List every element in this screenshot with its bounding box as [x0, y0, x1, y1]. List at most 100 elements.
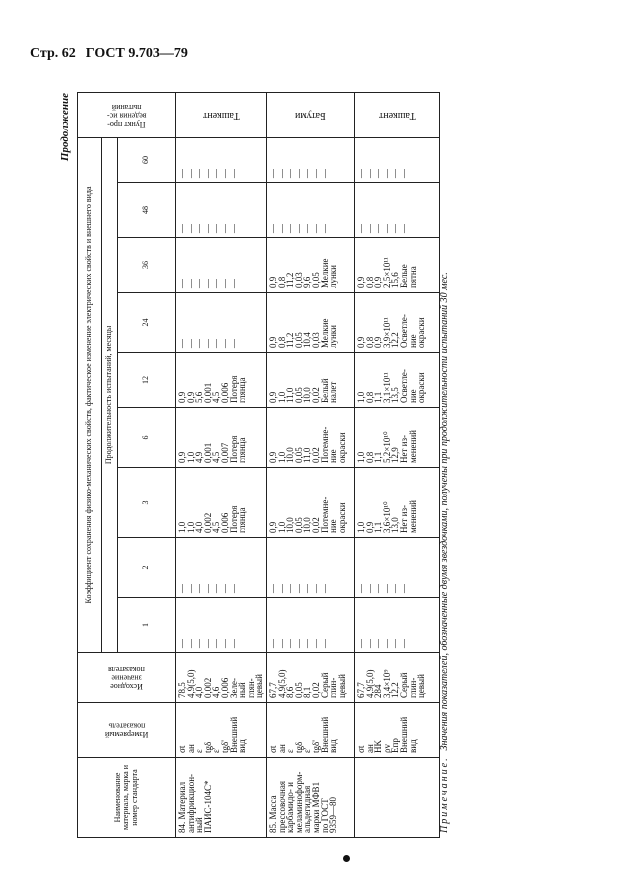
header-line: значение [111, 673, 142, 683]
vertical-text: Ташкент [202, 110, 240, 122]
cell-line: пятна [407, 266, 418, 288]
vertical-text: Ташкент [378, 110, 416, 122]
month-value: — — — — — — — [175, 292, 267, 353]
cell-line: окраски [336, 502, 347, 533]
test-point: Батуми [266, 92, 355, 138]
note: Примечание. Значения показателей, обознач… [439, 272, 450, 833]
cell-line: глянца [237, 437, 248, 464]
month-value: — — — — — — — [266, 137, 355, 183]
material-name: 85. Масса прессовочная карбамидо- и меламин… [266, 757, 355, 838]
cell-line: — [319, 639, 330, 648]
header-duration: Продолжительность испытаний, месяцы [101, 137, 118, 653]
month-value: 0,9 1,0 11,0 0,05 10,0 0,02 Белый налет [266, 352, 355, 408]
month-value: — — — — — — [354, 597, 440, 653]
month-header: 60 [117, 137, 176, 183]
cell-line: — [319, 224, 330, 233]
cell-line: ПАИС-104С* [202, 780, 213, 833]
month-value: 1,0 0,9 1,1 3,6×10¹⁰ 13,0 Нет из-менений [354, 467, 440, 538]
month-value: 0,9 0,8 0,9 2,5×10¹¹ 15,6 Белые пятна [354, 237, 440, 293]
month-value: 0,9 0,8 0,9 3,9×10¹¹ 12,2 Осветле-ние окраски [354, 292, 440, 353]
vertical-text: Пункт про-ведения ис-пытаний [107, 102, 147, 129]
indicator: σt aн ε tgδ ε' tgδ' Внешний вид [266, 702, 355, 758]
month-header: 2 [117, 537, 176, 598]
header-indicator: Измеряемый показатель [77, 702, 176, 758]
initial-value: 67,7 4,9(5,0) 284 3,4×10⁹ 12,2 Серый глин-цевы… [354, 652, 440, 703]
cell-line: окраски [416, 317, 427, 348]
month-value: 0,9 1,0 10,0 0,05 10,0 0,02 Потемне-ние окраски [266, 467, 355, 538]
cell-line: — [319, 169, 330, 178]
header-line: номер стандарта [129, 769, 139, 826]
cell-line: цевый [254, 674, 265, 698]
header-line: Исходное [110, 682, 143, 692]
cell-line: вид [407, 739, 418, 753]
material-name [354, 757, 440, 838]
cell-line: — [228, 224, 239, 233]
month-header: 36 [117, 237, 176, 293]
cell-line: цевый [416, 674, 427, 698]
month-value: 1,0 1,0 4,0 0,002 4,5 0,006 Потеря глянца [175, 467, 267, 538]
month-value: 1,0 0,8 1,1 3,1×10¹¹ 13,5 Осветле-ние окраски [354, 352, 440, 408]
month-value: 1,0 0,8 1,1 5,2×10¹⁰ 12,9 Нет из-менений [354, 407, 440, 468]
dot [343, 855, 350, 862]
vertical-text: Батуми [295, 110, 326, 122]
cell-line: окраски [336, 432, 347, 463]
cell-line: tgδ [202, 741, 213, 753]
initial-value: 78,5 4,9(5,0) 4,0 0,002 4,6 0,006 Зеле-ный глян… [175, 652, 267, 703]
month-value: 0,9 0,8 11,2 0,05 10,4 0,03 Мелкие лунки [266, 292, 355, 353]
page-number: Стр. 62 [30, 46, 76, 61]
cell-line: цевый [336, 674, 347, 698]
page-header: Стр. 62 ГОСТ 9.703—79 [30, 46, 198, 62]
cell-line: — [228, 279, 239, 288]
month-value: — — — — — — — [175, 537, 267, 598]
cell-line: aн [185, 744, 196, 753]
indicator: σt aн HK ρv Eпр Внешний вид [354, 702, 440, 758]
month-value: — — — — — — — [175, 137, 267, 183]
cell-line: — [228, 639, 239, 648]
month-header: 3 [117, 467, 176, 538]
header-line: Измеряемый [104, 730, 149, 740]
month-header: 1 [117, 597, 176, 653]
month-header: 48 [117, 182, 176, 238]
cell-line: вид [328, 739, 339, 753]
cell-line: менений [407, 430, 418, 463]
cell-line: tgδ [293, 741, 304, 753]
data-row: σt aн HK ρv Eпр Внешний вид 67,7 4,9(5,0) 284 3,4×… [354, 92, 440, 838]
cell-line: — [398, 584, 409, 593]
month-header: 12 [117, 352, 176, 408]
cell-line: — [228, 584, 239, 593]
vertical-text: Измеряемый показатель [104, 722, 149, 740]
cell-line: 9359—80 [328, 797, 339, 833]
month-value: — — — — — — — [266, 597, 355, 653]
indicator: σt aн ε tgδ ε' tgδ' Внешний вид [175, 702, 267, 758]
month-header: 24 [117, 292, 176, 353]
cell-line: менений [407, 500, 418, 533]
month-value: 0,9 0,8 11,2 0,03 9,6 0,05 Мелкие лунки [266, 237, 355, 293]
month-value: 0,9 1,0 10,0 0,05 11,0 0,02 Потемне-ние окраски [266, 407, 355, 468]
note-label: Примечание. [439, 756, 450, 833]
table: Наименование материала, марка и номер стан… [77, 92, 440, 838]
cell-line: — [319, 584, 330, 593]
month-value: — — — — — — — [175, 597, 267, 653]
cell-line: глянца [237, 377, 248, 404]
test-point: Ташкент [175, 92, 267, 138]
cell-line: — [398, 224, 409, 233]
cell-line: — [228, 169, 239, 178]
material-name: 84. Материал антифрикцион-ный ПАИС-104С* [175, 757, 267, 838]
test-point: Ташкент [354, 92, 440, 138]
month-value: — — — — — — — [175, 182, 267, 238]
month-value: — — — — — — — [266, 182, 355, 238]
cell-line: — [398, 169, 409, 178]
header-name: Наименование материала, марка и номер стан… [77, 757, 176, 838]
cell-line: налет [328, 381, 339, 403]
cell-line: глянца [237, 507, 248, 534]
month-value: — — — — — — [354, 137, 440, 183]
header-row: Наименование материала, марка и номер стан… [77, 92, 176, 838]
header-group: Коэффициент сохранения физико-механическ… [77, 137, 102, 653]
month-value: — — — — — — — [266, 537, 355, 598]
cell-line: aн [276, 744, 287, 753]
rotated-table-page: Продолжение Наименование материала, марка… [55, 88, 455, 838]
header-line: показателя [108, 665, 145, 675]
standard: ГОСТ 9.703—79 [85, 46, 188, 61]
initial-value: 67,7 4,9(5,0) 8,6 0,05 8,1 0,02 Серый глин-цевы… [266, 652, 355, 703]
